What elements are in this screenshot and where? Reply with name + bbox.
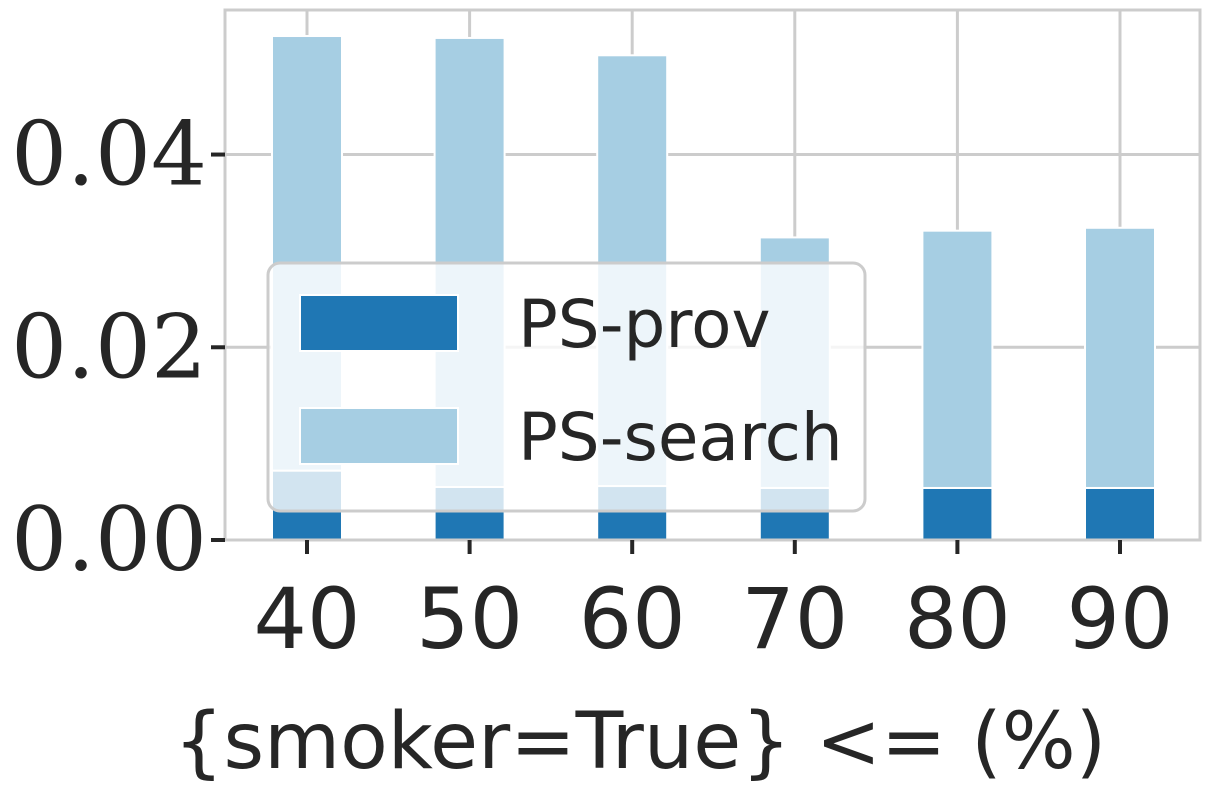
- y-tick-label: 0.00: [11, 488, 207, 591]
- bar-ps-prov-90: [1084, 486, 1156, 541]
- bar-ps-search-80: [921, 229, 994, 489]
- x-tick-label: 60: [579, 570, 686, 668]
- x-tick-label: 40: [254, 570, 361, 668]
- x-tick-label: 80: [904, 570, 1011, 668]
- plot-frame: [223, 8, 1202, 542]
- x-tick-label: 50: [416, 570, 523, 668]
- y-tick-label: 0.02: [11, 295, 207, 398]
- x-axis: 40 50 60 70 80 90: [254, 540, 1174, 668]
- legend: PS-prov PS-search: [266, 261, 867, 513]
- x-tick-label: 90: [1067, 570, 1174, 668]
- x-tick-label: 70: [741, 570, 848, 668]
- bar-ps-prov-80: [921, 486, 994, 541]
- legend-label-ps-search: PS-search: [518, 399, 843, 476]
- x-axis-label: {smoker=True} <= (%): [174, 697, 1106, 787]
- legend-label-ps-prov: PS-prov: [518, 286, 771, 363]
- y-axis: 0.00 0.02 0.04: [11, 103, 225, 591]
- y-tick-label: 0.04: [11, 103, 207, 206]
- legend-swatch-ps-search: [299, 407, 459, 465]
- bar-ps-search-90: [1084, 226, 1156, 489]
- legend-swatch-ps-prov: [299, 294, 459, 352]
